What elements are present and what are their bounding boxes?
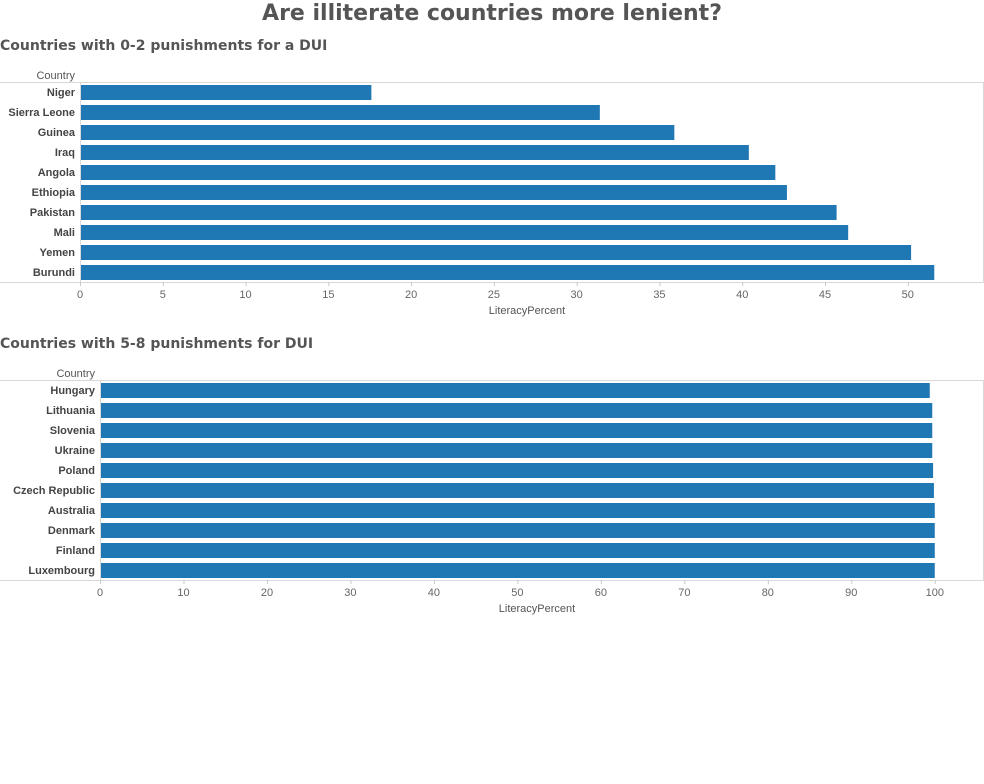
- row-header: Country: [36, 70, 75, 82]
- bar-denmark[interactable]: [101, 523, 935, 538]
- x-tick-label: 20: [405, 289, 417, 301]
- bar-pakistan[interactable]: [81, 205, 837, 220]
- x-tick-label: 5: [160, 289, 166, 301]
- bar-niger[interactable]: [81, 85, 372, 100]
- category-label: Hungary: [50, 385, 96, 397]
- x-tick-label: 40: [736, 289, 748, 301]
- x-tick-label: 100: [926, 587, 944, 599]
- x-tick-label: 50: [511, 587, 523, 599]
- x-tick-label: 10: [177, 587, 189, 599]
- bar-yemen[interactable]: [81, 245, 912, 260]
- category-label: Denmark: [48, 525, 96, 537]
- x-tick-label: 30: [344, 587, 356, 599]
- bar-iraq[interactable]: [81, 145, 749, 160]
- category-label: Lithuania: [46, 405, 96, 417]
- category-label: Angola: [38, 167, 76, 179]
- chart-title-high-punishments: Countries with 5-8 punishments for DUI: [0, 336, 314, 352]
- x-tick-label: 10: [239, 289, 251, 301]
- category-label: Yemen: [40, 247, 76, 259]
- x-tick-label: 60: [595, 587, 607, 599]
- x-tick-label: 40: [428, 587, 440, 599]
- category-label: Slovenia: [50, 425, 96, 437]
- page-title: Are illiterate countries more lenient?: [262, 1, 722, 26]
- category-label: Czech Republic: [13, 485, 95, 497]
- category-label: Ukraine: [55, 445, 95, 457]
- x-tick-label: 70: [678, 587, 690, 599]
- bar-chart-low-punishments: Country Niger Sierra Leone Guinea Iraq Angola…: [0, 70, 984, 317]
- x-axis-label: LiteracyPercent: [489, 305, 565, 317]
- x-tick-label: 35: [653, 289, 665, 301]
- category-label: Luxembourg: [28, 565, 95, 577]
- chart-title-low-punishments: Countries with 0-2 punishments for a DUI: [0, 38, 328, 54]
- bar-lithuania[interactable]: [101, 403, 933, 418]
- bar-chart-high-punishments: Country Hungary Lithuania Slovenia Ukraine Po…: [0, 368, 984, 615]
- category-label: Burundi: [33, 267, 75, 279]
- category-label: Australia: [48, 505, 96, 517]
- bar-australia[interactable]: [101, 503, 935, 518]
- bar-sierra-leone[interactable]: [81, 105, 600, 120]
- bar-burundi[interactable]: [81, 265, 935, 280]
- x-tick-label: 15: [322, 289, 334, 301]
- x-tick-label: 25: [488, 289, 500, 301]
- category-label: Pakistan: [30, 207, 76, 219]
- category-label: Sierra Leone: [8, 107, 75, 119]
- bar-czech-republic[interactable]: [101, 483, 934, 498]
- bar-ethiopia[interactable]: [81, 185, 787, 200]
- bar-ukraine[interactable]: [101, 443, 933, 458]
- x-tick-label: 30: [571, 289, 583, 301]
- category-label: Poland: [58, 465, 95, 477]
- category-label: Iraq: [55, 147, 75, 159]
- category-label: Guinea: [38, 127, 76, 139]
- row-header: Country: [56, 368, 95, 380]
- x-tick-label: 20: [261, 587, 273, 599]
- bar-finland[interactable]: [101, 543, 935, 558]
- bar-luxembourg[interactable]: [101, 563, 935, 578]
- x-tick-label: 0: [77, 289, 83, 301]
- x-tick-label: 45: [819, 289, 831, 301]
- bar-slovenia[interactable]: [101, 423, 933, 438]
- bar-poland[interactable]: [101, 463, 934, 478]
- x-tick-label: 90: [845, 587, 857, 599]
- category-label: Mali: [54, 227, 75, 239]
- bar-mali[interactable]: [81, 225, 849, 240]
- x-tick-label: 0: [97, 587, 103, 599]
- category-label: Ethiopia: [32, 187, 76, 199]
- bar-guinea[interactable]: [81, 125, 675, 140]
- category-label: Finland: [56, 545, 95, 557]
- x-tick-label: 80: [762, 587, 774, 599]
- x-axis-label: LiteracyPercent: [499, 603, 575, 615]
- bar-angola[interactable]: [81, 165, 776, 180]
- bar-hungary[interactable]: [101, 383, 930, 398]
- x-tick-label: 50: [902, 289, 914, 301]
- category-label: Niger: [47, 87, 76, 99]
